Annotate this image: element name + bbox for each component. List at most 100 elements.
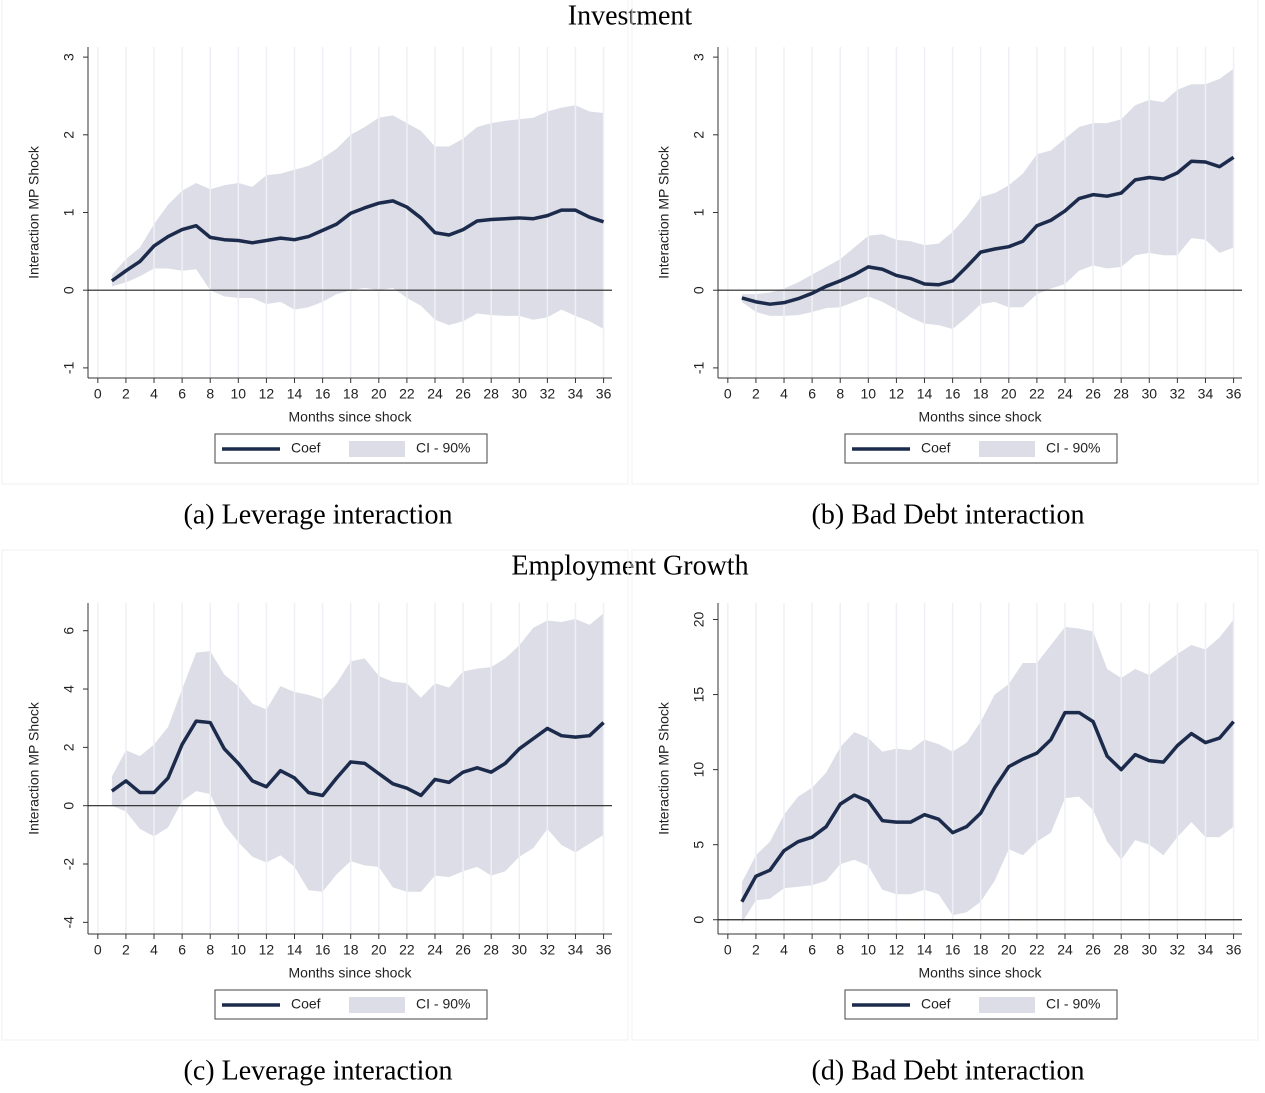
- y-axis-label: Interaction MP Shock: [26, 145, 42, 279]
- x-tick-label: 18: [973, 386, 989, 402]
- x-tick-label: 26: [1085, 386, 1101, 402]
- ci-band: [111, 613, 604, 892]
- x-tick-label: 10: [861, 386, 877, 402]
- x-tick-label: 30: [511, 942, 527, 958]
- x-tick-label: 8: [836, 386, 844, 402]
- y-tick-label: -1: [691, 361, 707, 374]
- x-tick-label: 20: [1001, 942, 1017, 958]
- y-tick-label: 0: [691, 286, 707, 294]
- x-tick-label: 28: [483, 942, 499, 958]
- x-tick-label: 24: [427, 942, 443, 958]
- x-tick-label: 36: [1226, 942, 1242, 958]
- y-tick-label: 2: [61, 131, 77, 139]
- y-tick-label: 0: [61, 802, 77, 810]
- x-tick-label: 28: [1113, 386, 1129, 402]
- y-tick-label: -1: [61, 361, 77, 374]
- x-tick-label: 28: [1113, 942, 1129, 958]
- x-tick-label: 32: [540, 942, 556, 958]
- x-axis-label: Months since shock: [289, 965, 413, 981]
- y-tick-label: 5: [691, 841, 707, 849]
- y-axis-label: Interaction MP Shock: [26, 701, 42, 835]
- panel: 0 2 4 6 8 10 12 14 16 18 20 22 24 26 28 30 32 34 36-10123M…: [1, 0, 629, 530]
- legend-label: CI - 90%: [1046, 996, 1100, 1012]
- y-tick-label: 0: [61, 286, 77, 294]
- legend-swatch: [349, 997, 405, 1013]
- y-axis-label: Interaction MP Shock: [656, 701, 672, 835]
- panel-frame: [631, 549, 1259, 1041]
- y-tick-label: 20: [691, 612, 707, 628]
- coef-line: [740, 710, 1235, 903]
- x-tick-label: 6: [808, 942, 816, 958]
- caption: (c) Leverage interaction: [184, 1055, 453, 1086]
- coef-line: [741, 155, 1235, 306]
- y-tick-label: 15: [691, 687, 707, 703]
- x-tick-label: 26: [1085, 942, 1101, 958]
- x-tick-label: 4: [780, 386, 788, 402]
- x-tick-label: 24: [1057, 942, 1073, 958]
- x-tick-label: 34: [1198, 942, 1214, 958]
- x-tick-label: 10: [231, 942, 247, 958]
- x-tick-label: 22: [399, 386, 415, 402]
- y-tick-label: -2: [61, 858, 77, 871]
- x-tick-label: 24: [427, 386, 443, 402]
- x-tick-label: 2: [752, 942, 760, 958]
- x-axis-label: Months since shock: [919, 965, 1043, 981]
- x-tick-label: 36: [1226, 386, 1242, 402]
- ci-band: [111, 105, 604, 330]
- legend-label: CI - 90%: [1046, 440, 1100, 456]
- legend-label: CI - 90%: [416, 440, 470, 456]
- legend-label: Coef: [291, 996, 321, 1012]
- x-tick-label: 34: [568, 942, 584, 958]
- legend-label: CI - 90%: [416, 996, 470, 1012]
- x-tick-label: 28: [483, 386, 499, 402]
- y-tick-label: 10: [691, 762, 707, 778]
- x-tick-label: 30: [1141, 942, 1157, 958]
- x-tick-label: 6: [808, 386, 816, 402]
- x-tick-label: 20: [371, 942, 387, 958]
- x-tick-label: 16: [945, 386, 961, 402]
- legend-swatch: [979, 441, 1035, 457]
- x-tick-label: 22: [1029, 386, 1045, 402]
- legend-label: Coef: [921, 440, 951, 456]
- x-tick-label: 16: [315, 386, 331, 402]
- y-tick-label: 1: [691, 208, 707, 216]
- y-axis-label: Interaction MP Shock: [656, 145, 672, 279]
- x-tick-label: 32: [1170, 942, 1186, 958]
- x-tick-label: 12: [259, 386, 275, 402]
- x-tick-label: 14: [287, 386, 303, 402]
- y-tick-label: 3: [61, 53, 77, 61]
- x-tick-label: 12: [889, 386, 905, 402]
- x-tick-label: 22: [399, 942, 415, 958]
- section-title: Employment Growth: [511, 550, 748, 581]
- caption: (b) Bad Debt interaction: [812, 499, 1085, 530]
- x-tick-label: 4: [150, 942, 158, 958]
- x-tick-label: 18: [343, 942, 359, 958]
- y-tick-label: -4: [61, 916, 77, 929]
- panel: 0 2 4 6 8 10 12 14 16 18 20 22 24 26 28 30 32 34 36-4-2024…: [1, 549, 629, 1086]
- x-tick-label: 36: [596, 942, 612, 958]
- legend-swatch: [349, 441, 405, 457]
- y-tick-label: 4: [61, 685, 77, 693]
- x-tick-label: 14: [287, 942, 303, 958]
- x-tick-label: 6: [178, 942, 186, 958]
- x-tick-label: 12: [259, 942, 275, 958]
- x-tick-label: 2: [752, 386, 760, 402]
- y-tick-label: 6: [61, 627, 77, 635]
- legend-swatch: [979, 997, 1035, 1013]
- panel-frame: [1, 549, 629, 1041]
- panel-frame: [631, 0, 1259, 485]
- x-tick-label: 12: [889, 942, 905, 958]
- y-tick-label: 1: [61, 208, 77, 216]
- section-title: Investment: [568, 0, 693, 31]
- legend-label: Coef: [921, 996, 951, 1012]
- x-tick-label: 10: [861, 942, 877, 958]
- x-tick-label: 20: [1001, 386, 1017, 402]
- y-tick-label: 3: [691, 53, 707, 61]
- coef-line: [110, 719, 605, 798]
- x-tick-label: 0: [724, 942, 732, 958]
- x-tick-label: 32: [540, 386, 556, 402]
- panel: 0 2 4 6 8 10 12 14 16 18 20 22 24 26 28 30 32 34 360510152…: [631, 549, 1259, 1086]
- x-tick-label: 18: [343, 386, 359, 402]
- y-tick-label: 2: [61, 743, 77, 751]
- panel-frame: [1, 0, 629, 485]
